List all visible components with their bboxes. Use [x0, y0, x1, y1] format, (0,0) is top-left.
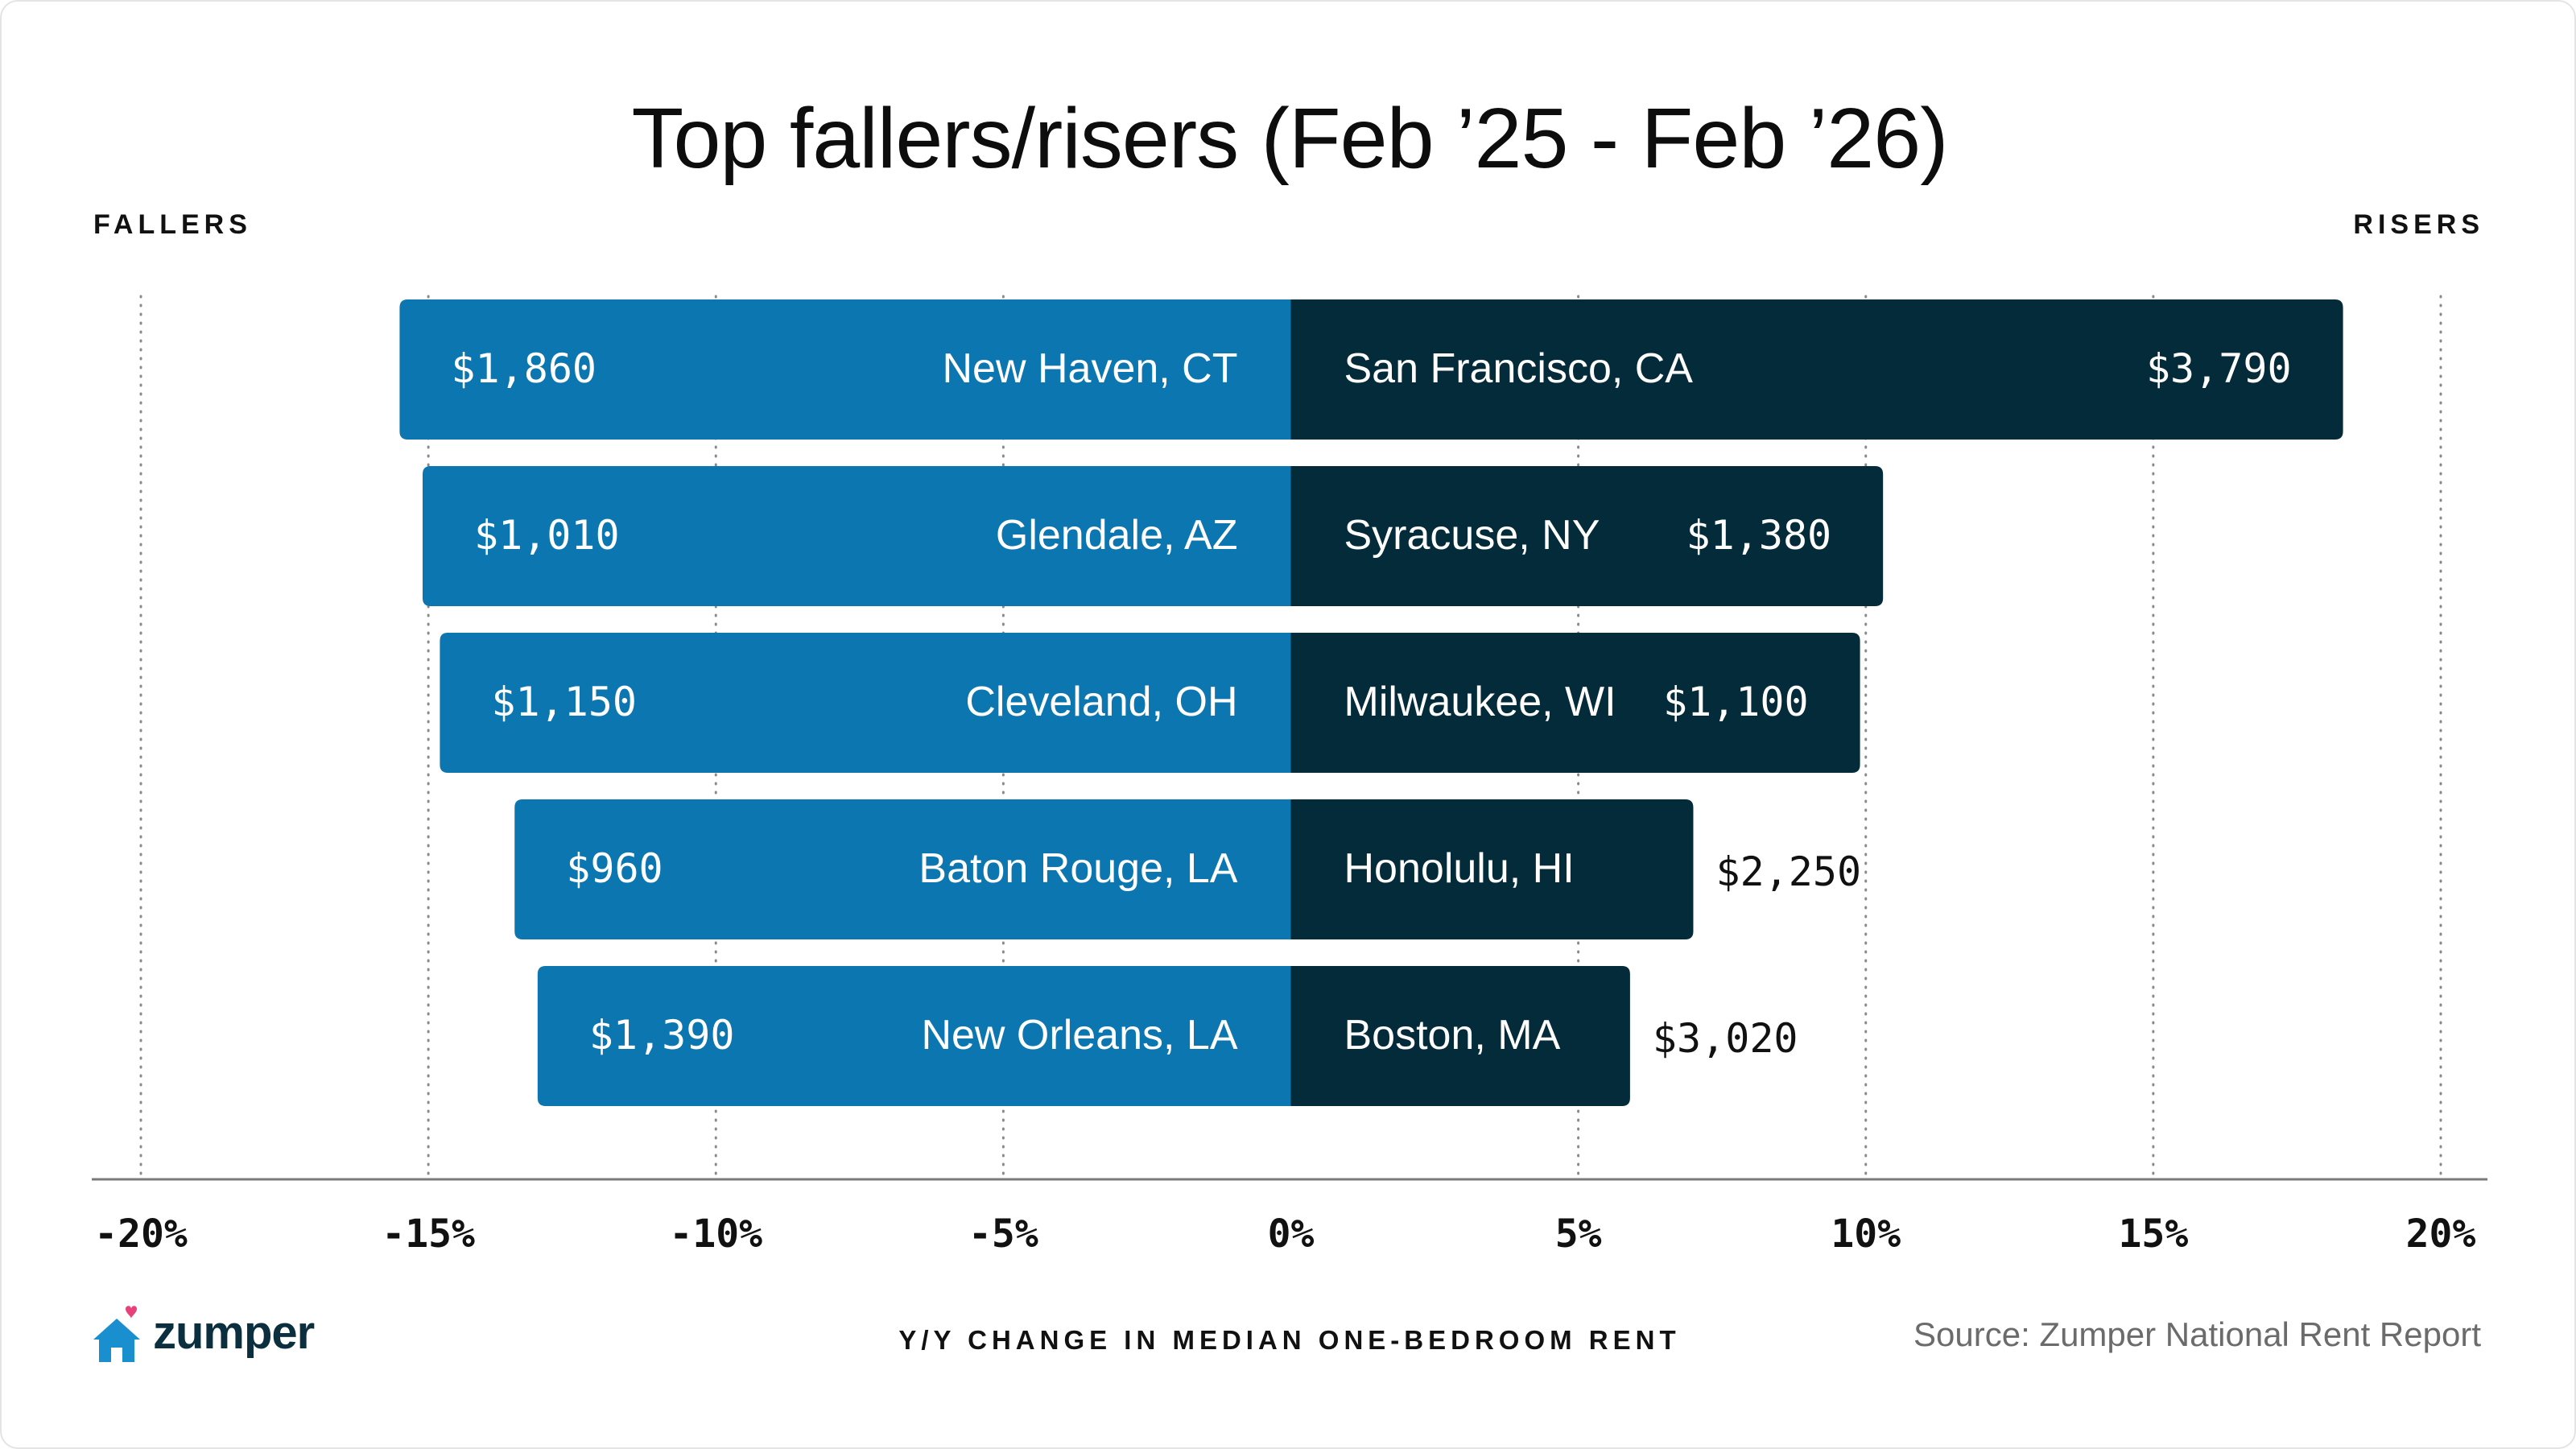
bar-faller-rent: $960 — [566, 845, 663, 892]
chart-title: Top fallers/risers (Feb ’25 - Feb ’26) — [631, 91, 1948, 186]
bar-faller-rent: $1,860 — [451, 345, 597, 392]
x-tick-label: 15% — [2119, 1212, 2189, 1257]
x-tick-label: 0% — [1268, 1212, 1315, 1257]
bar-faller-city: New Haven, CT — [943, 345, 1238, 392]
fallers-label: FALLERS — [93, 209, 252, 240]
bar-faller-rent: $1,150 — [491, 679, 637, 725]
house-heart-icon — [93, 1306, 140, 1362]
bar-faller — [440, 633, 1291, 773]
x-tick-label: -10% — [669, 1212, 762, 1257]
bar-riser-city: San Francisco, CA — [1344, 345, 1694, 392]
x-axis-label: Y/Y CHANGE IN MEDIAN ONE-BEDROOM RENT — [898, 1325, 1681, 1355]
bar-faller — [514, 799, 1291, 939]
risers-label: RISERS — [2353, 209, 2484, 240]
bar-faller-city: New Orleans, LA — [921, 1012, 1237, 1059]
x-tick-label: 5% — [1555, 1212, 1602, 1257]
bar-faller — [399, 299, 1291, 440]
x-tick-label: 20% — [2406, 1212, 2476, 1257]
bar-riser-rent: $1,380 — [1686, 512, 1832, 559]
brand-name: zumper — [153, 1307, 315, 1359]
bar-riser — [1290, 799, 1694, 939]
bar-faller-city: Glendale, AZ — [996, 512, 1238, 559]
bar-faller — [537, 966, 1291, 1106]
bar-riser — [1290, 466, 1884, 606]
x-tick-label: -15% — [382, 1212, 475, 1257]
bar-riser-city: Milwaukee, WI — [1344, 679, 1616, 725]
x-tick-label: -20% — [94, 1212, 188, 1257]
bar-riser-city: Honolulu, HI — [1344, 845, 1575, 892]
bar-faller-city: Baton Rouge, LA — [919, 845, 1237, 892]
bar-riser-city: Syracuse, NY — [1344, 512, 1600, 559]
bar-faller-rent: $1,010 — [474, 512, 620, 559]
source-note: Source: Zumper National Rent Report — [1913, 1315, 2481, 1353]
bar-riser — [1290, 966, 1630, 1106]
bar-riser — [1290, 633, 1860, 773]
bar-riser-rent: $3,790 — [2146, 345, 2292, 392]
bar-faller-rent: $1,390 — [589, 1012, 735, 1059]
x-tick-label: -5% — [968, 1212, 1038, 1257]
bar-riser-city: Boston, MA — [1344, 1012, 1561, 1059]
bar-riser-rent: $1,100 — [1663, 679, 1809, 725]
bar-faller — [422, 466, 1291, 606]
bar-riser — [1290, 299, 2343, 440]
bar-riser-rent: $2,250 — [1715, 848, 1861, 895]
bar-faller-city: Cleveland, OH — [965, 679, 1237, 725]
x-tick-label: 10% — [1831, 1212, 1901, 1257]
bar-riser-rent: $3,020 — [1653, 1015, 1798, 1062]
